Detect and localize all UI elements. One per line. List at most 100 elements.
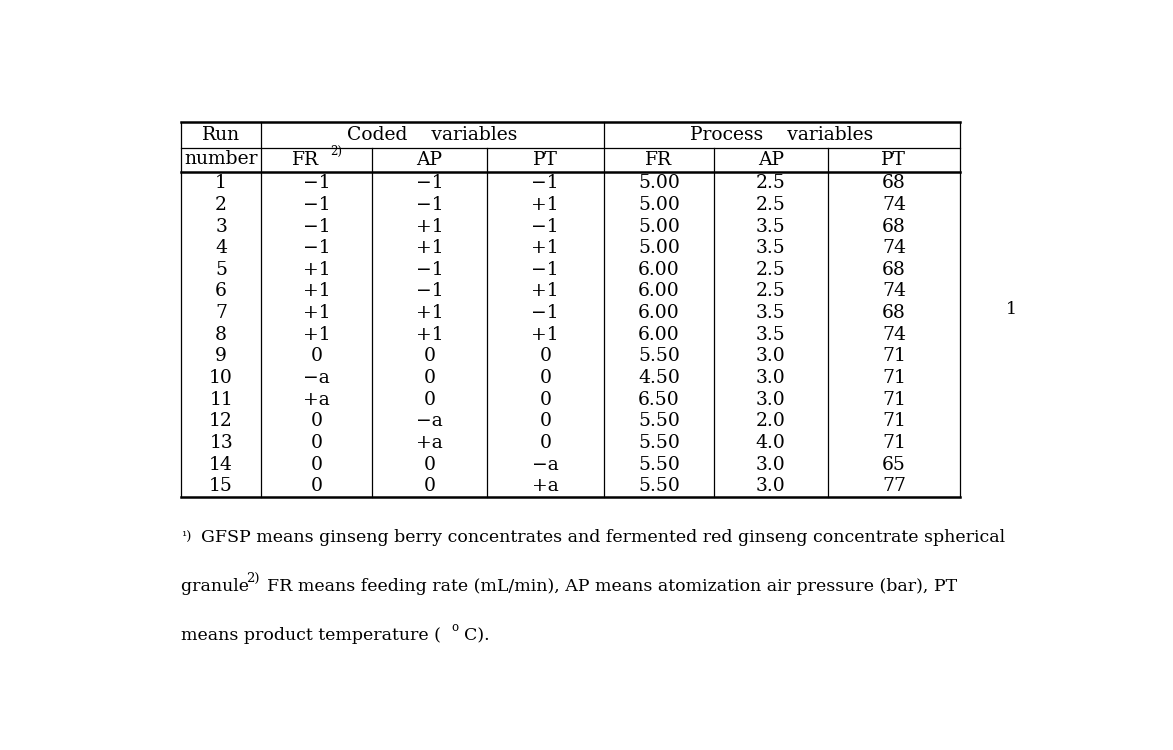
Text: C).: C). xyxy=(463,627,489,644)
Text: 2): 2) xyxy=(246,572,260,585)
Text: 0: 0 xyxy=(540,369,551,387)
Text: 5.00: 5.00 xyxy=(638,239,680,257)
Text: +1: +1 xyxy=(415,239,443,257)
Text: +1: +1 xyxy=(415,304,443,322)
Text: ¹): ¹) xyxy=(181,531,191,544)
Text: +1: +1 xyxy=(303,283,331,301)
Text: −1: −1 xyxy=(531,304,560,322)
Text: 9: 9 xyxy=(215,347,228,365)
Text: +1: +1 xyxy=(531,283,560,301)
Text: 5: 5 xyxy=(215,261,228,279)
Text: 5.50: 5.50 xyxy=(638,477,680,495)
Text: 0: 0 xyxy=(423,391,435,409)
Text: 1: 1 xyxy=(215,174,228,192)
Text: 8: 8 xyxy=(215,326,228,344)
Text: 6.00: 6.00 xyxy=(638,261,680,279)
Text: −1: −1 xyxy=(415,283,443,301)
Text: 5.50: 5.50 xyxy=(638,434,680,452)
Text: 2.5: 2.5 xyxy=(755,174,786,192)
Text: 71: 71 xyxy=(882,369,906,387)
Text: FR: FR xyxy=(292,152,319,170)
Text: 6: 6 xyxy=(215,283,228,301)
Text: 65: 65 xyxy=(882,456,906,474)
Text: 3.5: 3.5 xyxy=(755,304,786,322)
Text: 0: 0 xyxy=(423,369,435,387)
Text: o: o xyxy=(452,621,459,634)
Text: 0: 0 xyxy=(311,456,323,474)
Text: +1: +1 xyxy=(415,326,443,344)
Text: 15: 15 xyxy=(209,477,233,495)
Text: 0: 0 xyxy=(311,413,323,430)
Text: −1: −1 xyxy=(415,174,443,192)
Text: 5.50: 5.50 xyxy=(638,456,680,474)
Text: 0: 0 xyxy=(311,347,323,365)
Text: AP: AP xyxy=(758,152,784,170)
Text: 4: 4 xyxy=(215,239,228,257)
Text: 12: 12 xyxy=(209,413,233,430)
Text: granule: granule xyxy=(181,578,255,596)
Text: AP: AP xyxy=(416,152,442,170)
Text: 68: 68 xyxy=(882,174,906,192)
Text: +1: +1 xyxy=(303,326,331,344)
Text: −1: −1 xyxy=(303,239,331,257)
Text: +1: +1 xyxy=(531,196,560,214)
Text: 6.00: 6.00 xyxy=(638,304,680,322)
Text: FR means feeding rate (mL/min), AP means atomization air pressure (bar), PT: FR means feeding rate (mL/min), AP means… xyxy=(266,578,957,596)
Text: 71: 71 xyxy=(882,434,906,452)
Text: PT: PT xyxy=(881,152,907,170)
Text: 6.00: 6.00 xyxy=(638,326,680,344)
Text: 0: 0 xyxy=(540,413,551,430)
Text: −1: −1 xyxy=(531,174,560,192)
Text: 3.0: 3.0 xyxy=(755,477,786,495)
Text: 5.50: 5.50 xyxy=(638,347,680,365)
Text: +1: +1 xyxy=(531,239,560,257)
Text: 3.5: 3.5 xyxy=(755,217,786,236)
Text: −1: −1 xyxy=(531,217,560,236)
Text: 74: 74 xyxy=(882,196,906,214)
Text: 77: 77 xyxy=(882,477,906,495)
Text: 5.00: 5.00 xyxy=(638,174,680,192)
Text: 2.5: 2.5 xyxy=(755,196,786,214)
Text: 14: 14 xyxy=(209,456,233,474)
Text: +1: +1 xyxy=(303,261,331,279)
Text: +1: +1 xyxy=(531,326,560,344)
Text: 0: 0 xyxy=(540,391,551,409)
Text: +a: +a xyxy=(304,391,330,409)
Text: 0: 0 xyxy=(540,347,551,365)
Text: −1: −1 xyxy=(531,261,560,279)
Text: PT: PT xyxy=(533,152,557,170)
Text: −1: −1 xyxy=(415,261,443,279)
Text: 0: 0 xyxy=(540,434,551,452)
Text: +1: +1 xyxy=(415,217,443,236)
Text: −a: −a xyxy=(531,456,558,474)
Text: 0: 0 xyxy=(423,456,435,474)
Text: 4.50: 4.50 xyxy=(638,369,680,387)
Text: 71: 71 xyxy=(882,413,906,430)
Text: 4.0: 4.0 xyxy=(755,434,786,452)
Text: Coded    variables: Coded variables xyxy=(347,126,517,144)
Text: 3.0: 3.0 xyxy=(755,456,786,474)
Text: 74: 74 xyxy=(882,283,906,301)
Text: 71: 71 xyxy=(882,391,906,409)
Text: 71: 71 xyxy=(882,347,906,365)
Text: 3.5: 3.5 xyxy=(755,326,786,344)
Text: 5.00: 5.00 xyxy=(638,217,680,236)
Text: 3.0: 3.0 xyxy=(755,347,786,365)
Text: 6.00: 6.00 xyxy=(638,283,680,301)
Text: 6.50: 6.50 xyxy=(638,391,680,409)
Text: +a: +a xyxy=(416,434,442,452)
Text: 5.50: 5.50 xyxy=(638,413,680,430)
Text: 0: 0 xyxy=(423,477,435,495)
Text: 11: 11 xyxy=(209,391,233,409)
Text: 68: 68 xyxy=(882,304,906,322)
Text: 0: 0 xyxy=(311,477,323,495)
Text: −1: −1 xyxy=(303,174,331,192)
Text: −a: −a xyxy=(304,369,330,387)
Text: −1: −1 xyxy=(303,217,331,236)
Text: 74: 74 xyxy=(882,239,906,257)
Text: FR: FR xyxy=(645,152,672,170)
Text: 2): 2) xyxy=(331,145,343,158)
Text: 10: 10 xyxy=(209,369,233,387)
Text: 2.0: 2.0 xyxy=(755,413,786,430)
Text: 3.5: 3.5 xyxy=(755,239,786,257)
